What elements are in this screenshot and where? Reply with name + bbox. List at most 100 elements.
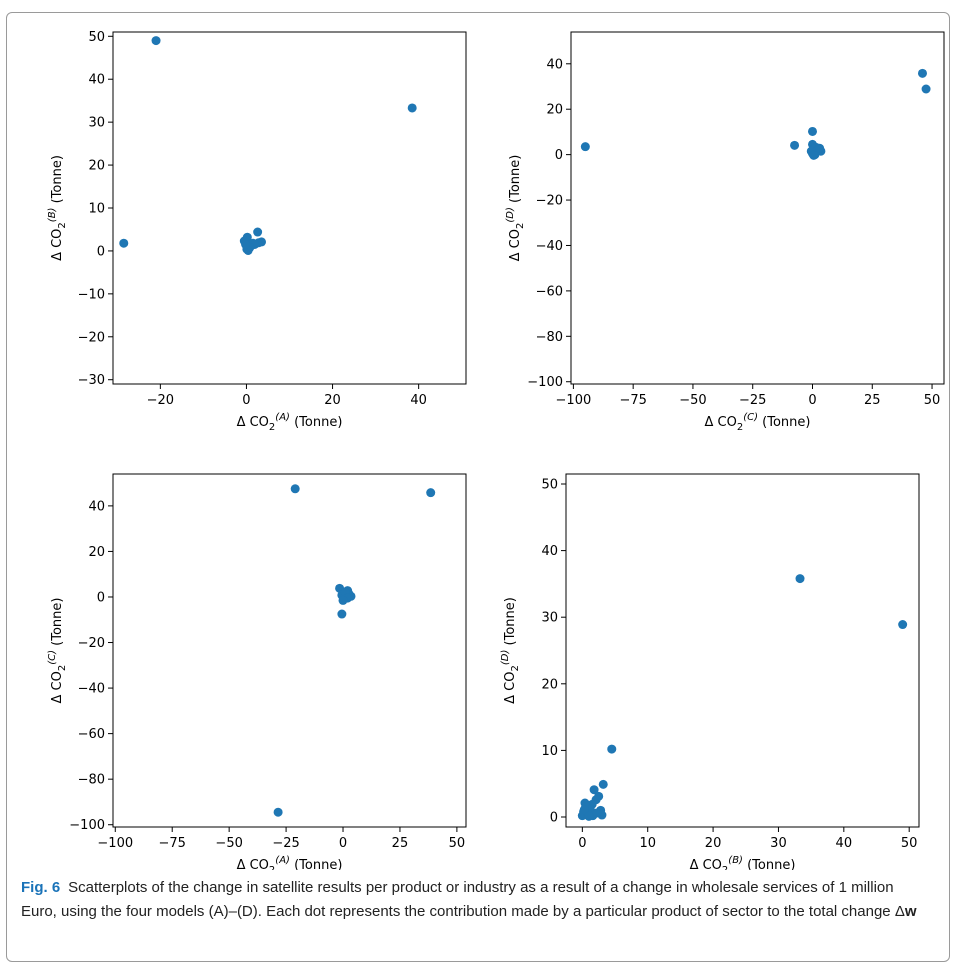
y-tick-label: −100 [527, 375, 563, 390]
x-tick-label: −25 [739, 393, 766, 408]
plot-area [112, 31, 467, 385]
y-tick-label: 30 [541, 611, 558, 626]
y-axis-label: Δ CO2(B) (Tonne) [47, 155, 68, 261]
caption-label: Fig. 6 [21, 879, 61, 896]
x-tick-label: 50 [924, 393, 941, 408]
data-point [795, 574, 805, 584]
data-point [257, 237, 267, 247]
y-tick-label: 0 [97, 244, 105, 259]
x-tick-label: 50 [449, 836, 466, 851]
data-point [809, 150, 819, 160]
y-tick-label: −40 [78, 682, 105, 697]
data-point [580, 798, 590, 808]
x-tick-label: −20 [147, 393, 174, 408]
y-axis-label: Δ CO2(C) (Tonne) [47, 598, 68, 704]
plot-area [565, 473, 920, 828]
y-tick-label: −60 [78, 727, 105, 742]
y-tick-label: −20 [78, 636, 105, 651]
caption-bold-w: w [904, 903, 917, 920]
x-tick-label: 0 [808, 393, 816, 408]
data-point [898, 620, 908, 630]
data-point [290, 484, 300, 494]
y-tick-label: 40 [541, 544, 558, 559]
x-axis-label: Δ CO2(A) (Tonne) [237, 855, 343, 870]
x-tick-label: 0 [339, 836, 347, 851]
x-tick-label: −75 [158, 836, 185, 851]
data-point [151, 36, 161, 46]
y-tick-label: 40 [546, 57, 563, 72]
y-tick-label: 20 [541, 677, 558, 692]
data-point [921, 84, 931, 94]
data-point [584, 811, 594, 821]
y-tick-label: −20 [536, 194, 563, 209]
y-tick-label: −20 [78, 330, 105, 345]
scatter-panel-4: 0 10 20 30 40 50 0 10 20 30 40 50 Δ CO2(B) (Tonne) Δ … [500, 473, 920, 870]
y-tick-label: 0 [555, 148, 563, 163]
data-point [807, 126, 817, 136]
x-tick-label: 20 [324, 393, 341, 408]
scatter-panel-3: −100 −75 −50 −25 0 25 50 −100 −80 −60 −40 −20 0 20 40 Δ… [47, 473, 467, 870]
data-point [426, 488, 436, 498]
y-tick-label: −10 [78, 287, 105, 302]
y-tick-label: −80 [78, 773, 105, 788]
x-tick-label: 25 [864, 393, 881, 408]
scatter-panel-2: −100 −75 −50 −25 0 25 50 −100 −80 −60 −40 −20 0 20 40 Δ… [505, 31, 945, 433]
data-point [273, 807, 283, 817]
x-tick-label: 20 [705, 836, 722, 851]
y-tick-label: 0 [550, 811, 558, 826]
y-tick-label: −100 [69, 818, 105, 833]
x-tick-label: 25 [392, 836, 409, 851]
y-tick-label: −60 [536, 284, 563, 299]
y-tick-label: −80 [536, 330, 563, 345]
data-point [253, 227, 263, 237]
scatter-panel-1: −20 0 20 40 −30 −20 −10 0 10 20 30 40 50 Δ CO2(A) (To… [47, 30, 467, 433]
data-point [790, 140, 800, 150]
x-axis-label: Δ CO2(A) (Tonne) [237, 412, 343, 433]
x-tick-label: −50 [215, 836, 242, 851]
data-point [407, 103, 417, 113]
data-point [815, 143, 825, 153]
figure-frame [6, 12, 950, 962]
y-tick-label: 30 [88, 116, 105, 131]
y-axis-label: Δ CO2(D) (Tonne) [505, 155, 526, 262]
caption-text: Scatterplots of the change in satellite … [21, 879, 895, 920]
x-tick-label: −75 [619, 393, 646, 408]
x-tick-label: −100 [556, 393, 592, 408]
x-tick-label: 0 [242, 393, 250, 408]
y-tick-label: 40 [88, 499, 105, 514]
x-tick-label: −100 [97, 836, 133, 851]
x-tick-label: 0 [578, 836, 586, 851]
plot-area [112, 473, 467, 828]
data-point [241, 239, 251, 249]
y-tick-label: 50 [88, 30, 105, 45]
x-tick-label: 40 [836, 836, 853, 851]
data-point [917, 68, 927, 78]
x-tick-label: 10 [639, 836, 656, 851]
x-tick-label: 50 [901, 836, 918, 851]
y-tick-label: 10 [541, 744, 558, 759]
y-tick-label: −40 [536, 239, 563, 254]
y-tick-label: 40 [88, 73, 105, 88]
caption-delta: Δ [894, 903, 905, 920]
y-tick-label: 20 [546, 103, 563, 118]
x-tick-label: −25 [272, 836, 299, 851]
plot-area [570, 31, 945, 385]
y-tick-label: 50 [541, 477, 558, 492]
x-tick-label: 40 [410, 393, 427, 408]
data-point [607, 744, 617, 754]
x-tick-label: 30 [770, 836, 787, 851]
data-point [337, 609, 347, 619]
data-point [598, 779, 608, 789]
x-axis-label: Δ CO2(B) (Tonne) [690, 855, 796, 870]
y-tick-label: 20 [88, 159, 105, 174]
x-axis-label: Δ CO2(C) (Tonne) [705, 412, 811, 433]
data-point [592, 808, 602, 818]
figure-caption: Fig. 6 Scatterplots of the change in sate… [21, 876, 933, 924]
data-point [338, 595, 348, 605]
data-point [119, 238, 129, 248]
data-point [579, 805, 589, 815]
y-tick-label: 10 [88, 202, 105, 217]
y-tick-label: 0 [97, 590, 105, 605]
x-tick-label: −50 [679, 393, 706, 408]
